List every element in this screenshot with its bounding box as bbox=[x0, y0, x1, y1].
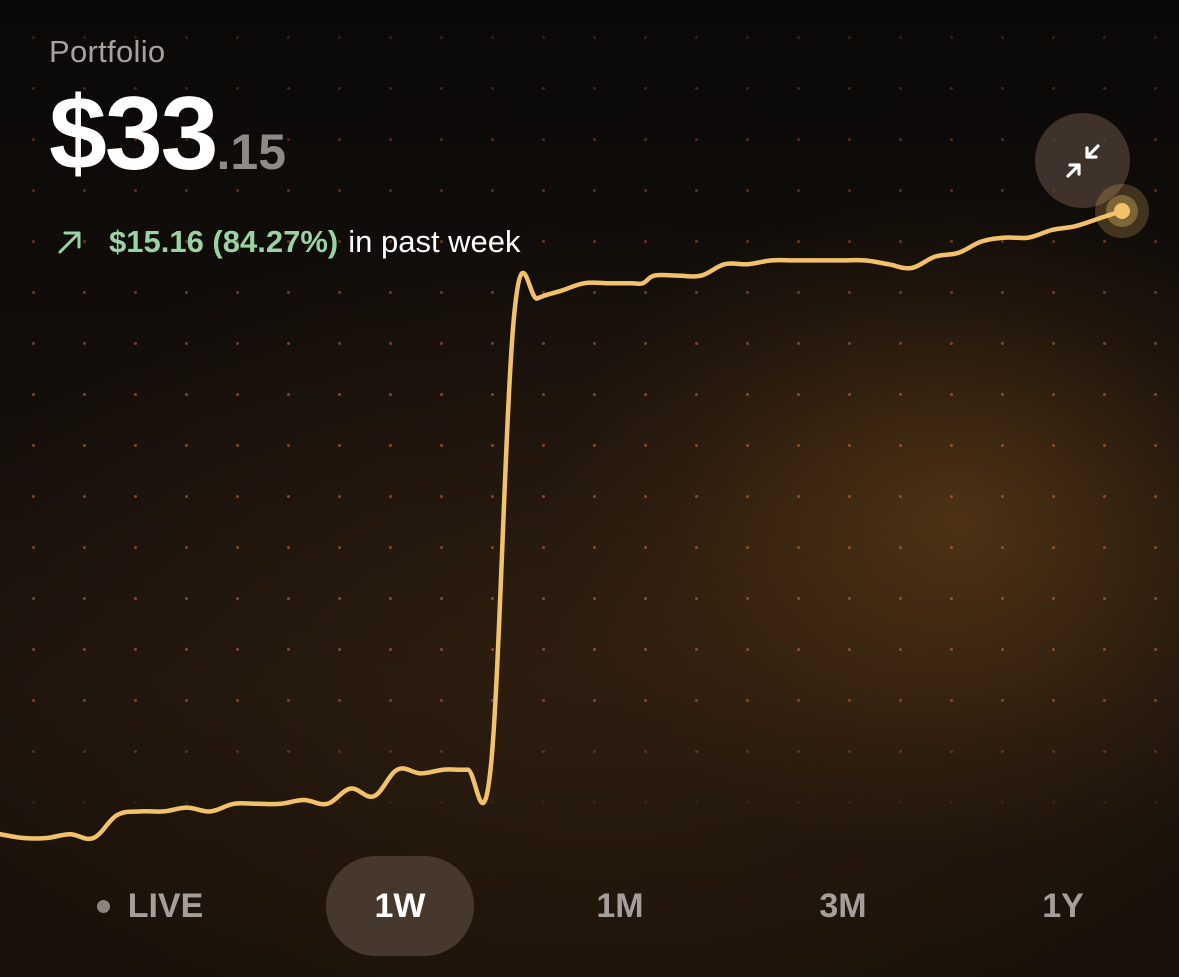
range-live-label: LIVE bbox=[127, 886, 204, 925]
range-3m-label: 3M bbox=[819, 886, 867, 925]
range-live[interactable]: LIVE bbox=[60, 856, 240, 956]
endpoint-dot bbox=[1114, 203, 1130, 219]
range-1w[interactable]: 1W bbox=[326, 856, 474, 956]
series-line bbox=[0, 208, 1125, 842]
range-1y-label: 1Y bbox=[1042, 886, 1084, 925]
portfolio-value-cents: .15 bbox=[216, 124, 287, 180]
arrow-up-right-icon bbox=[58, 231, 81, 254]
portfolio-value-main: $33 bbox=[49, 76, 219, 192]
change-amount: $15.16 (84.27%) bbox=[109, 224, 339, 259]
portfolio-value: $33.15 bbox=[49, 82, 286, 186]
page-title: Portfolio bbox=[49, 34, 166, 69]
range-1w-label: 1W bbox=[374, 886, 426, 925]
change-period: in past week bbox=[348, 224, 521, 259]
collapse-button[interactable] bbox=[1035, 113, 1130, 208]
range-1m-label: 1M bbox=[596, 886, 644, 925]
collapse-arrows-icon bbox=[1065, 143, 1100, 178]
change-summary: $15.16 (84.27%) in past week bbox=[55, 224, 521, 260]
range-1m[interactable]: 1M bbox=[545, 856, 695, 956]
time-range-selector: LIVE 1W 1M 3M 1Y bbox=[0, 856, 1179, 956]
range-1y[interactable]: 1Y bbox=[988, 856, 1138, 956]
live-dot-icon bbox=[96, 899, 110, 913]
range-3m[interactable]: 3M bbox=[768, 856, 918, 956]
